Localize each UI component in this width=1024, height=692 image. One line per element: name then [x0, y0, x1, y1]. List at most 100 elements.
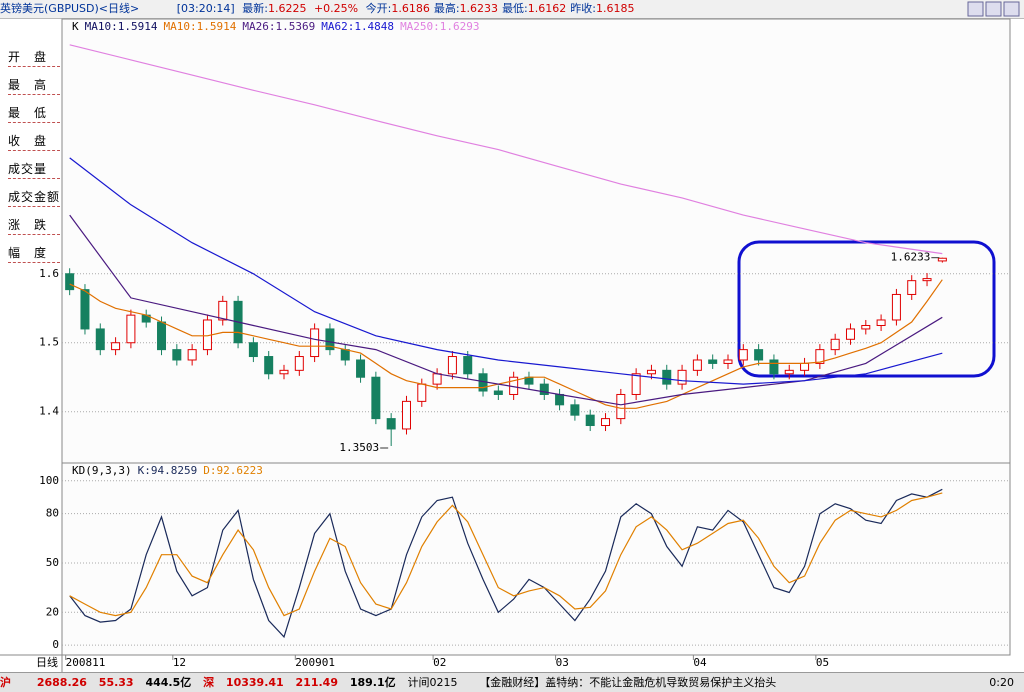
field-value: 1.6233 — [459, 2, 499, 15]
field-label: 最高: — [433, 2, 460, 15]
y-tick-label: 1.5 — [39, 336, 59, 349]
sh-amount: 444.5亿 — [145, 676, 192, 689]
candle-body — [876, 319, 886, 326]
y-tick-label: 1.4 — [39, 405, 59, 418]
field-value: 1.6162 — [527, 2, 567, 15]
sz-index: 10339.41 — [225, 676, 284, 689]
candle-body — [616, 393, 626, 420]
candle-body — [447, 356, 457, 375]
candle-body — [937, 257, 947, 262]
legend-label: K — [72, 20, 79, 33]
change: +0.25% — [313, 2, 359, 15]
chart: 日线 1.4 1.5 1.6 K MA10:1.5914 MA10:1.5914 MA26:… — [0, 1, 1020, 672]
legend-entry: MA26:1.5369 — [242, 20, 315, 33]
candle-body — [340, 349, 350, 361]
candle-body — [601, 418, 611, 427]
side-label: 幅 度 — [8, 244, 60, 263]
x-tick-label: 200901 — [295, 656, 335, 669]
candle-body — [646, 369, 656, 375]
fields: 今开:1.6186 最高:1.6233 最低:1.6162 昨收:1.6185 — [366, 2, 639, 15]
title: 英镑美元(GBPUSD)<日线> — [0, 2, 140, 15]
legend-label: MA10:1.5914 — [85, 20, 158, 33]
sidebar: 开 盘最 高最 低收 盘成交量 成交金额涨 跌幅 度 — [0, 18, 62, 468]
field-value: 1.6186 — [391, 2, 430, 15]
btn[interactable] — [967, 1, 984, 17]
line-series — [69, 44, 943, 255]
legend: K MA10:1.5914 MA10:1.5914 MA26:1.5369 MA62:1… — [72, 20, 480, 33]
candle-body — [861, 324, 871, 330]
candle-body — [218, 300, 228, 321]
legend-entry: D:92.6223 — [203, 464, 263, 477]
candle-body — [692, 359, 702, 371]
field-value: 1.6225 — [267, 2, 307, 15]
x-tick-label: 02 — [433, 656, 446, 669]
candle-body — [815, 349, 825, 364]
candle-body — [922, 278, 932, 282]
annotation: 1.3503 — [339, 441, 379, 454]
btn[interactable] — [985, 1, 1002, 17]
candle-body — [570, 404, 580, 416]
candle-body — [907, 280, 917, 295]
candle-body — [754, 349, 764, 361]
annotation: 1.6233 — [891, 251, 931, 264]
line-series — [69, 157, 943, 385]
status-bar: 沪 2688.26 55.33 444.5亿 深 10339.41 211.49… — [0, 672, 1024, 692]
candle-body — [738, 349, 748, 361]
line-series — [69, 214, 943, 406]
y-tick-label: 1.6 — [39, 267, 59, 280]
btn[interactable] — [1003, 1, 1020, 17]
candle-body — [417, 383, 427, 402]
candle-body — [172, 349, 182, 361]
candle-body — [493, 390, 503, 395]
side-label: 成交量 — [8, 160, 60, 179]
ticker: 计间0215 — [407, 676, 458, 689]
sh-index: 2688.26 — [36, 676, 87, 689]
kd-panel — [61, 462, 1011, 656]
candle-body — [585, 414, 595, 427]
candle-body — [800, 362, 810, 371]
legend-label: KD(9,3,3) — [72, 464, 132, 477]
x-tick-label: 05 — [816, 656, 829, 669]
header: 英镑美元(GBPUSD)<日线> [03:20:14] 最新:1.6225 +0… — [0, 0, 1024, 19]
candle-body — [555, 393, 565, 406]
sh-change: 55.33 — [98, 676, 134, 689]
candle-body — [463, 356, 473, 375]
candle-body — [769, 359, 779, 375]
candle-body — [279, 369, 289, 375]
x-tick-label: 04 — [693, 656, 707, 669]
sz-label: 深 — [203, 676, 215, 689]
candle-body — [891, 293, 901, 321]
field-label: 最新: — [242, 2, 268, 15]
candle-body — [386, 418, 396, 430]
candle-body — [264, 356, 274, 375]
field-label: 今开: — [365, 2, 392, 15]
news[interactable]: 【金融财经】盖特纳：不能让金融危机导致贸易保护主义抬头 — [479, 676, 777, 689]
candle-body — [325, 328, 335, 351]
legend: KD(9,3,3) K:94.8259 D:92.6223 — [72, 464, 263, 477]
line-series — [69, 279, 943, 409]
y-tick-label: 20 — [46, 605, 59, 618]
line-series — [69, 492, 943, 617]
candle-body — [310, 328, 320, 358]
sz-change: 211.49 — [295, 676, 338, 689]
time: [03:20:14] — [176, 2, 235, 15]
legend-entry: K:94.8259 — [138, 464, 198, 477]
candle-body — [157, 321, 167, 351]
sz-amount: 189.1亿 — [349, 676, 396, 689]
side-label: 开 盘 — [8, 48, 60, 67]
field-value: 1.6185 — [596, 2, 635, 15]
candle-body — [631, 373, 641, 395]
candle-body — [432, 373, 442, 385]
x-tick-label: 12 — [173, 656, 186, 669]
sh-label: 沪 — [0, 676, 11, 689]
side-label: 成交金额 — [8, 188, 60, 207]
y-tick-label: 100 — [39, 474, 59, 487]
field-label: 最低: — [502, 2, 528, 15]
candle-body — [248, 342, 258, 358]
candle-body — [95, 328, 105, 351]
candle-body — [662, 369, 672, 385]
candle-body — [845, 328, 855, 340]
highlight — [737, 240, 996, 378]
legend-entry: MA250:1.6293 — [400, 20, 479, 33]
legend-entry: MA10:1.5914 — [163, 20, 236, 33]
